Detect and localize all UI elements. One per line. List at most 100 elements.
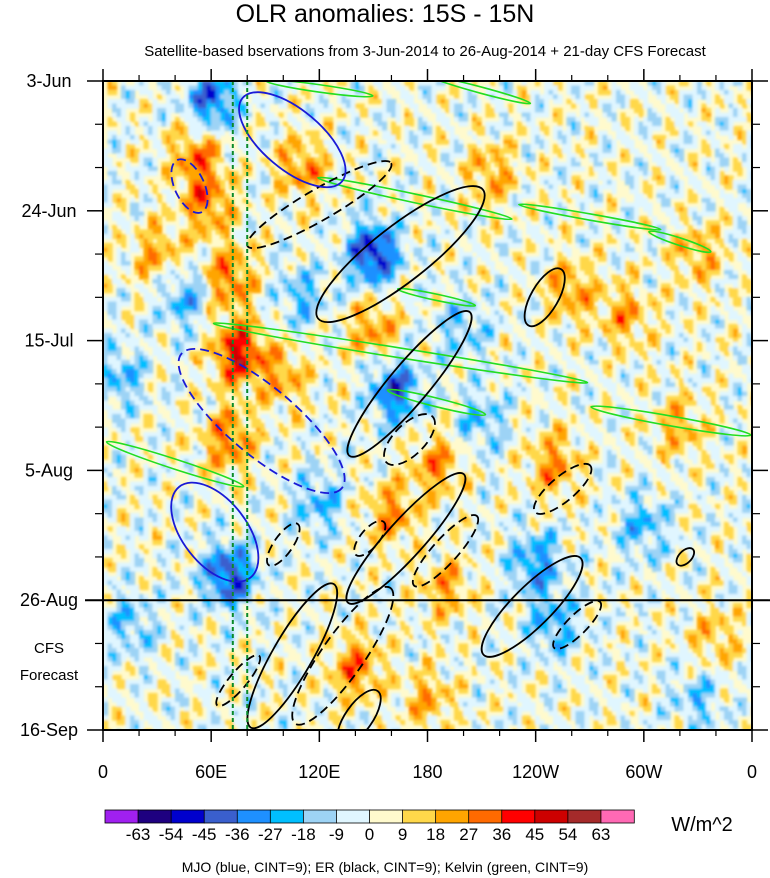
field-cell [737,252,743,258]
field-cell [170,292,176,298]
field-cell [530,261,536,267]
field-cell [625,153,631,159]
field-cell [283,252,289,258]
field-cell [670,184,676,190]
field-cell [157,292,163,298]
field-cell [161,90,167,96]
field-cell [395,108,401,114]
field-cell [647,211,653,217]
field-cell [467,265,473,271]
field-cell [580,108,586,114]
field-cell [224,207,230,213]
field-cell [341,189,347,195]
field-cell [332,252,338,258]
field-cell [517,256,523,262]
field-cell [616,220,622,226]
field-cell [607,162,613,168]
field-cell [184,247,190,253]
field-cell [319,229,325,235]
field-cell [485,189,491,195]
field-cell [193,229,199,235]
field-cell [323,121,329,127]
field-cell [350,157,356,163]
field-cell [643,162,649,168]
field-cell [265,103,271,109]
field-cell [499,99,505,105]
field-cell [647,270,653,276]
field-cell [139,238,145,244]
field-cell [305,288,311,294]
field-cell [269,112,275,118]
field-cell [310,130,316,136]
field-cell [229,180,235,186]
field-cell [229,256,235,262]
field-cell [634,121,640,127]
field-cell [364,166,370,172]
field-cell [202,198,208,204]
field-cell [188,288,194,294]
field-cell [116,117,122,123]
field-cell [742,184,748,190]
field-cell [184,139,190,145]
field-cell [350,234,356,240]
field-cell [472,90,478,96]
field-cell [611,252,617,258]
field-cell [251,198,257,204]
field-cell [737,216,743,222]
field-cell [656,139,662,145]
field-cell [670,112,676,118]
field-cell [422,94,428,100]
field-cell [548,270,554,276]
field-cell [395,184,401,190]
field-cell [202,99,208,105]
field-cell [319,301,325,307]
field-cell [301,265,307,271]
field-cell [463,189,469,195]
field-cell [202,288,208,294]
field-cell [292,225,298,231]
field-cell [566,216,572,222]
field-cell [521,117,527,123]
field-cell [670,144,676,150]
field-cell [499,247,505,253]
field-cell [152,225,158,231]
field-cell [359,265,365,271]
field-cell [679,103,685,109]
field-cell [296,180,302,186]
field-cell [301,274,307,280]
field-cell [130,139,136,145]
field-cell [256,144,262,150]
field-cell [598,189,604,195]
field-cell [499,103,505,109]
field-cell [440,135,446,141]
field-cell [265,148,271,154]
field-cell [256,288,262,294]
field-cell [166,229,172,235]
field-cell [670,292,676,298]
field-cell [674,108,680,114]
field-cell [422,252,428,258]
field-cell [148,261,154,267]
field-cell [256,85,262,91]
field-cell [112,175,118,181]
field-cell [499,198,505,204]
field-cell [557,162,563,168]
field-cell [409,180,415,186]
field-cell [472,202,478,208]
field-cell [310,211,316,217]
field-cell [539,234,545,240]
field-cell [692,144,698,150]
field-cell [121,144,127,150]
field-cell [539,292,545,298]
field-cell [427,301,433,307]
field-cell [701,117,707,123]
field-cell [575,117,581,123]
field-cell [539,265,545,271]
field-cell [665,90,671,96]
field-cell [427,144,433,150]
field-cell [292,220,298,226]
field-cell [377,270,383,276]
field-cell [256,252,262,258]
field-cell [377,279,383,285]
field-cell [400,229,406,235]
